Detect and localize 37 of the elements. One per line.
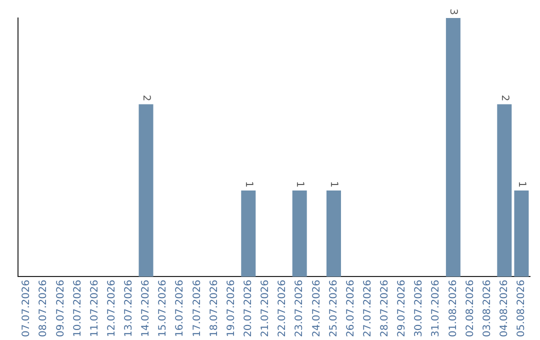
x-tick-label: 01.08.2026 bbox=[448, 280, 459, 338]
x-tick-label: 11.07.2026 bbox=[89, 280, 100, 338]
x-tick-label: 21.07.2026 bbox=[260, 280, 272, 338]
x-tick-label: 07.07.2026 bbox=[21, 280, 32, 338]
x-tick-label: 27.07.2026 bbox=[362, 280, 374, 338]
data-label: 3 bbox=[448, 8, 459, 15]
x-tick-label: 14.07.2026 bbox=[140, 280, 152, 338]
x-tick-label: 18.07.2026 bbox=[208, 280, 220, 338]
x-tick-label: 22.07.2026 bbox=[277, 280, 288, 338]
x-tick-label: 12.07.2026 bbox=[106, 280, 118, 338]
data-label: 2 bbox=[140, 94, 152, 102]
x-tick-label: 16.07.2026 bbox=[174, 280, 186, 338]
x-tick-label: 09.07.2026 bbox=[55, 280, 66, 338]
x-tick-label: 02.08.2026 bbox=[464, 280, 476, 338]
x-tick-label: 04.08.2026 bbox=[498, 280, 510, 338]
x-tick-label: 25.07.2026 bbox=[328, 280, 340, 338]
x-tick-label: 31.07.2026 bbox=[430, 280, 442, 338]
x-tick-label: 03.08.2026 bbox=[482, 280, 493, 338]
data-label: 1 bbox=[516, 181, 527, 188]
x-tick-label: 17.07.2026 bbox=[192, 280, 203, 338]
x-tick-label: 20.07.2026 bbox=[242, 280, 254, 338]
x-tick-label: 19.07.2026 bbox=[226, 280, 237, 338]
x-tick-label: 05.08.2026 bbox=[516, 280, 528, 338]
x-tick-label: 15.07.2026 bbox=[158, 280, 169, 338]
data-label: 1 bbox=[328, 181, 340, 188]
data-label: 2 bbox=[498, 94, 510, 102]
data-label: 1 bbox=[294, 181, 306, 188]
x-tick-label: 23.07.2026 bbox=[294, 280, 306, 338]
x-tick-label: 26.07.2026 bbox=[345, 280, 356, 338]
x-tick-label: 28.07.2026 bbox=[380, 280, 391, 338]
x-tick-label: 24.07.2026 bbox=[311, 280, 322, 338]
data-label: 1 bbox=[242, 181, 254, 188]
x-tick-label: 10.07.2026 bbox=[72, 280, 84, 338]
x-tick-label: 29.07.2026 bbox=[396, 280, 408, 338]
x-tick-label: 13.07.2026 bbox=[124, 280, 135, 338]
x-tick-label: 30.07.2026 bbox=[414, 280, 425, 338]
x-tick-label: 08.07.2026 bbox=[38, 280, 50, 338]
